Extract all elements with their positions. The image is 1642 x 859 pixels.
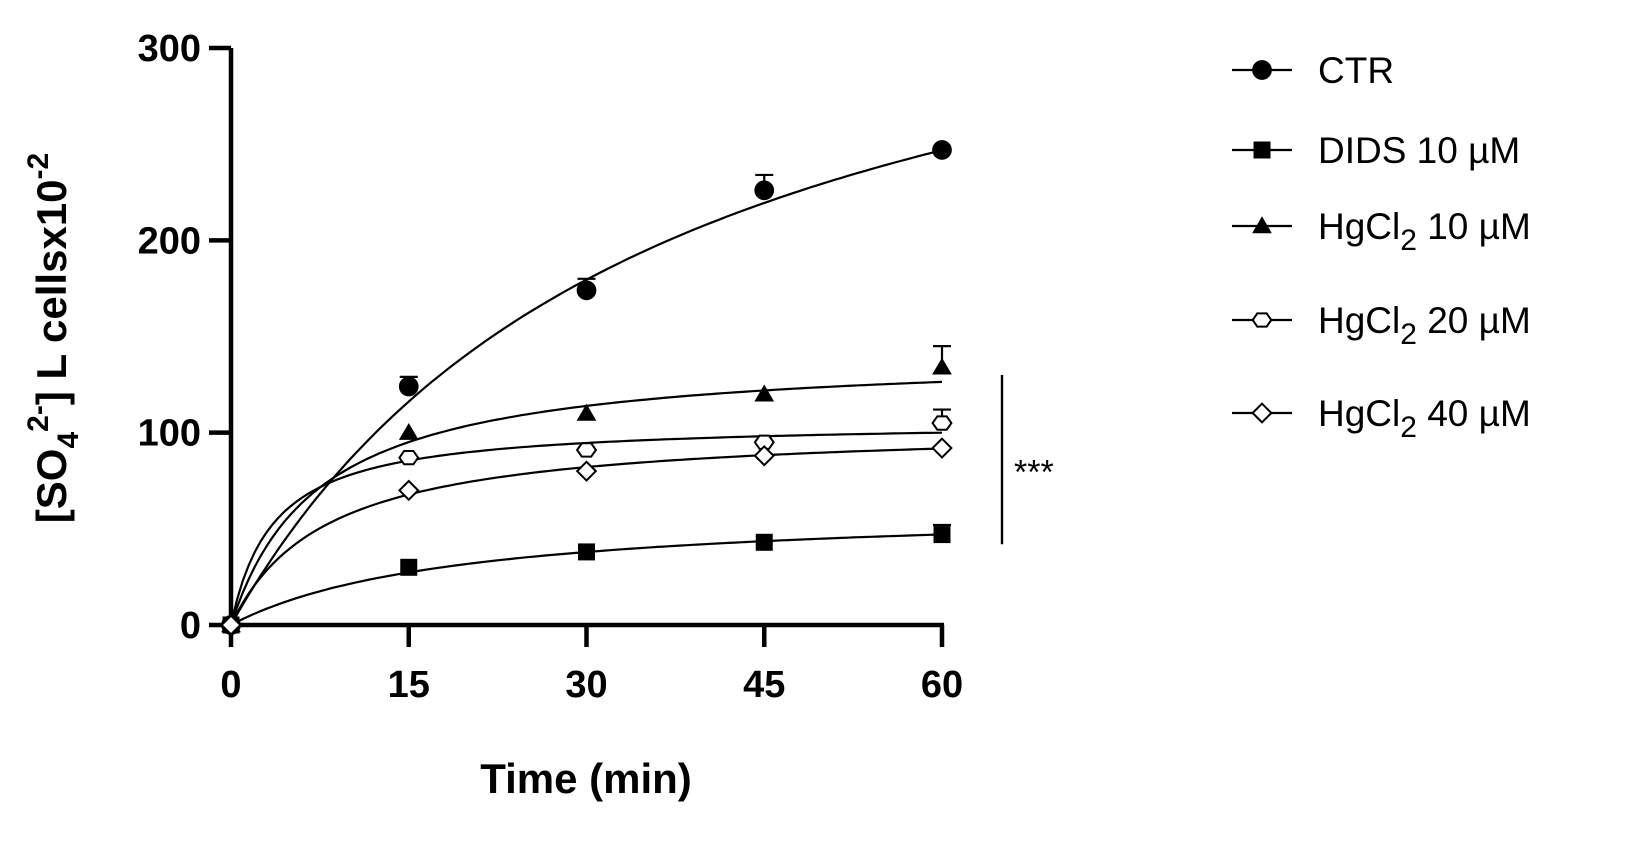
point-hgcl2-20-m	[931, 415, 953, 431]
y-title-sup: 2-	[22, 405, 55, 432]
legend-marker-dids-10-m	[1253, 141, 1271, 159]
y-tick-label: 100	[138, 413, 201, 455]
y-title-open: [SO	[28, 449, 75, 524]
point-hgcl2-40-m	[220, 614, 242, 636]
legend-label-sub: 2	[1400, 224, 1417, 257]
legend-label-suffix: 40 µM	[1417, 393, 1531, 434]
y-title-rest: ] L cellsx10	[28, 179, 75, 405]
legend-label-main: HgCl	[1318, 393, 1400, 434]
point-ctr	[932, 140, 952, 160]
point-ctr	[754, 180, 775, 201]
legend-item-dids-10-m: DIDS 10 µM	[1232, 130, 1520, 171]
x-tick-label: 15	[388, 664, 430, 706]
x-tick-label: 60	[921, 664, 963, 706]
point-hgcl2-20-m	[753, 434, 775, 450]
point-hgcl2-10-m	[932, 357, 952, 375]
y-tick-label: 200	[138, 220, 201, 262]
legend-item-hgcl2-10-m: HgCl2 10 µM	[1232, 206, 1531, 257]
point-hgcl2-40-m	[575, 460, 598, 482]
point-hgcl2-20-m	[398, 450, 420, 466]
x-tick-label: 45	[743, 664, 785, 706]
legend-label: HgCl2 10 µM	[1318, 206, 1531, 257]
point-dids-10-m	[755, 533, 773, 551]
significance-label: ***	[1014, 454, 1054, 492]
legend-label-main: HgCl	[1318, 206, 1400, 247]
y-title-sub: 4	[52, 432, 85, 449]
point-hgcl2-20-m	[575, 442, 598, 458]
legend-marker-hgcl2-40-m	[1251, 402, 1273, 424]
legend-label: DIDS 10 µM	[1318, 130, 1520, 171]
legend-label-main: DIDS 10 µM	[1318, 130, 1520, 171]
axes: 0 100 200 300 0 15 30 45 60	[138, 28, 964, 706]
point-hgcl2-40-m	[397, 479, 420, 502]
x-axis-title: Time (min)	[480, 755, 692, 802]
legend-item-hgcl2-20-m: HgCl2 20 µM	[1232, 300, 1531, 351]
svg-text:[SO42-] L cellsx10-2: [SO42-] L cellsx10-2	[22, 153, 85, 523]
y-tick-label: 300	[138, 28, 201, 70]
x-tick-label: 0	[220, 664, 241, 706]
point-hgcl2-40-m	[931, 437, 953, 459]
data-points	[220, 140, 953, 636]
legend-item-hgcl2-40-m: HgCl2 40 µM	[1232, 393, 1531, 444]
x-tick-label: 30	[565, 664, 607, 706]
legend-label-suffix: 20 µM	[1417, 300, 1531, 341]
point-hgcl2-10-m	[754, 384, 775, 402]
legend-label: HgCl2 40 µM	[1318, 393, 1531, 444]
legend-item-ctr: CTR	[1232, 50, 1394, 91]
legend-marker-hgcl2-10-m	[1252, 216, 1272, 234]
legend-label-main: HgCl	[1318, 300, 1400, 341]
legend-marker-ctr	[1252, 60, 1272, 80]
significance-annotation: ***	[1000, 374, 1054, 545]
point-hgcl2-10-m	[576, 403, 597, 421]
point-dids-10-m	[933, 526, 951, 544]
point-hgcl2-10-m	[398, 422, 419, 440]
point-ctr	[576, 280, 597, 301]
y-tick-label: 0	[180, 605, 201, 647]
legend-marker-hgcl2-20-m	[1251, 312, 1273, 328]
legend-label-sub: 2	[1400, 411, 1417, 444]
point-ctr	[398, 376, 419, 397]
y-title-exp: -2	[22, 153, 55, 180]
legend-label: HgCl2 20 µM	[1318, 300, 1531, 351]
point-dids-10-m	[400, 558, 418, 576]
point-dids-10-m	[578, 543, 595, 561]
y-axis-title: [SO42-] L cellsx10-2	[22, 153, 85, 523]
point-hgcl2-40-m	[753, 444, 776, 467]
legend-label-sub: 2	[1400, 318, 1417, 351]
legend-label: CTR	[1318, 50, 1394, 91]
legend-label-suffix: 10 µM	[1417, 206, 1531, 247]
legend-label-main: CTR	[1318, 50, 1394, 91]
